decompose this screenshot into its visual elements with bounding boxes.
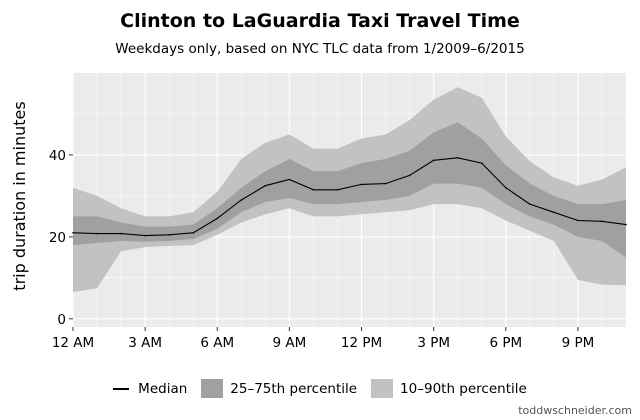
median-point: [264, 184, 267, 187]
median-point: [312, 188, 315, 191]
legend: Median 25–75th percentile 10–90th percen…: [0, 379, 640, 398]
x-tick-label: 3 AM: [128, 335, 162, 351]
chart-subtitle: Weekdays only, based on NYC TLC data fro…: [115, 41, 525, 57]
x-tick-label: 9 PM: [562, 335, 595, 351]
legend-item-median: Median: [113, 381, 187, 397]
median-line: [72, 157, 627, 237]
median-point: [601, 220, 603, 223]
legend-swatch-p1090: [371, 379, 394, 398]
y-tick-label: 20: [49, 230, 66, 246]
band-25-75-percentile: [73, 122, 626, 258]
chart-svg: 12 AM 3 AM 6 AM 9 AM 12 PM 3 PM 6 PM 9 PM02040 …: [10, 73, 627, 351]
bands: [73, 87, 626, 293]
x-tick-label: 12 AM: [52, 335, 94, 351]
x-tick-label: 3 PM: [417, 335, 450, 351]
median-point: [384, 182, 387, 185]
median-point: [553, 211, 555, 214]
legend-item-iqr: 25–75th percentile: [201, 379, 357, 398]
legend-swatch-median: [113, 387, 130, 390]
y-axis-label: trip duration in minutes: [10, 101, 29, 290]
median-point: [625, 223, 627, 226]
y-tick-label: 0: [57, 312, 66, 328]
median-point: [216, 217, 219, 220]
median-point: [96, 232, 98, 235]
median-point: [432, 159, 435, 162]
median-point: [577, 219, 579, 222]
median-point: [288, 178, 291, 181]
median-point: [192, 231, 195, 234]
legend-label-iqr: 25–75th percentile: [230, 380, 358, 397]
median-point: [72, 231, 74, 234]
legend-item-p1090: 10–90th percentile: [371, 379, 527, 398]
x-tick-label: 6 AM: [200, 335, 234, 351]
y-tick-label: 40: [49, 148, 66, 164]
x-tick-label: 9 AM: [273, 335, 307, 351]
x-tick-label: 12 PM: [341, 335, 382, 351]
axes: 12 AM 3 AM 6 AM 9 AM 12 PM 3 PM 6 PM 9 PM 0 20 40: [49, 148, 594, 351]
median-point: [408, 174, 411, 177]
median-point: [360, 183, 363, 186]
credit-text: toddwschneider.com: [518, 404, 632, 417]
legend-label-p1090: 10–90th percentile: [400, 380, 527, 397]
median-point: [504, 186, 507, 189]
median-point: [144, 234, 146, 237]
median-point: [240, 199, 243, 201]
median-point: [456, 157, 459, 159]
chart-title: Clinton to LaGuardia Taxi Travel Time: [120, 10, 520, 32]
median-point: [529, 203, 531, 205]
median-point: [480, 162, 483, 164]
legend-label-median: Median: [138, 380, 188, 397]
median-point: [120, 232, 122, 235]
legend-swatch-iqr: [201, 379, 224, 398]
median-point: [168, 234, 170, 236]
median-point: [336, 188, 339, 191]
x-tick-label: 6 PM: [489, 335, 522, 351]
median-layer: [72, 157, 627, 237]
